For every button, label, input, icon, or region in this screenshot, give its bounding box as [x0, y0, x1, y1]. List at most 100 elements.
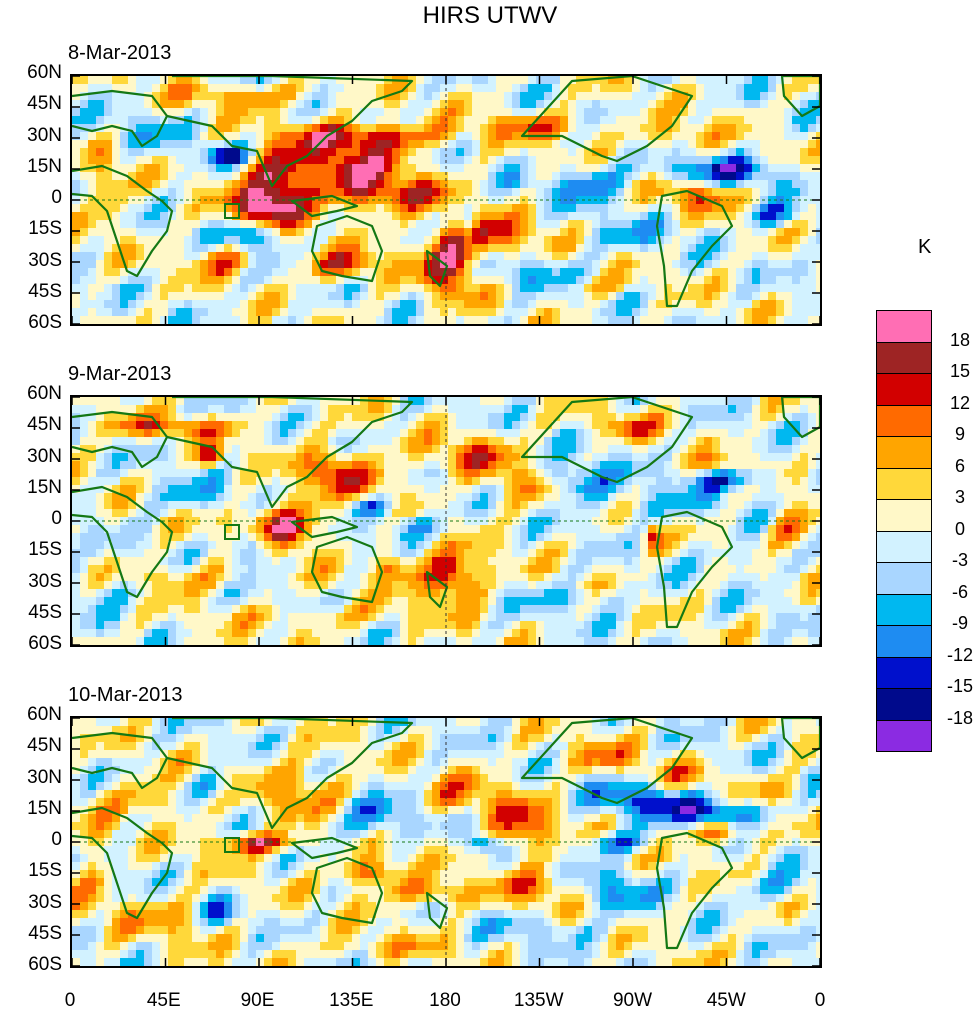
anomaly-cell: [472, 421, 481, 430]
anomaly-cell: [248, 421, 257, 430]
anomaly-cell: [552, 405, 561, 414]
anomaly-cell: [424, 172, 433, 181]
anomaly-cell: [152, 140, 161, 149]
anomaly-cell: [368, 413, 377, 422]
anomaly-cell: [104, 76, 113, 85]
anomaly-cell: [144, 525, 153, 534]
anomaly-cell: [264, 308, 273, 317]
anomaly-cell: [568, 316, 577, 324]
anomaly-cell: [232, 148, 241, 157]
anomaly-cell: [424, 397, 433, 406]
anomaly-cell: [464, 525, 473, 534]
anomaly-cell: [752, 204, 761, 213]
anomaly-cell: [776, 220, 785, 229]
anomaly-cell: [184, 284, 193, 293]
anomaly-cell: [288, 84, 297, 93]
anomaly-cell: [472, 461, 481, 470]
anomaly-cell: [432, 557, 441, 566]
anomaly-cell: [136, 260, 145, 269]
anomaly-cell: [296, 140, 305, 149]
anomaly-cell: [656, 509, 665, 518]
anomaly-cell: [192, 300, 201, 309]
anomaly-cell: [232, 92, 241, 101]
anomaly-cell: [696, 421, 705, 430]
anomaly-cell: [320, 300, 329, 309]
anomaly-cell: [176, 397, 185, 406]
anomaly-cell: [632, 268, 641, 277]
anomaly-cell: [280, 316, 289, 324]
anomaly-cell: [432, 501, 441, 510]
anomaly-cell: [696, 100, 705, 109]
anomaly-cell: [624, 525, 633, 534]
anomaly-cell: [96, 308, 105, 317]
anomaly-cell: [712, 244, 721, 253]
anomaly-cell: [736, 92, 745, 101]
anomaly-cell: [288, 164, 297, 173]
anomaly-cell: [768, 308, 777, 317]
anomaly-cell: [632, 228, 641, 237]
anomaly-cell: [720, 308, 729, 317]
anomaly-cell: [640, 156, 649, 165]
anomaly-cell: [808, 557, 817, 566]
anomaly-cell: [400, 92, 409, 101]
anomaly-cell: [400, 525, 409, 534]
anomaly-cell: [472, 437, 481, 446]
anomaly-cell: [128, 172, 137, 181]
anomaly-cell: [224, 124, 233, 133]
anomaly-cell: [112, 477, 121, 486]
anomaly-cell: [504, 228, 513, 237]
anomaly-cell: [776, 453, 785, 462]
anomaly-cell: [616, 469, 625, 478]
anomaly-cell: [784, 116, 793, 125]
anomaly-cell: [280, 308, 289, 317]
anomaly-cell: [256, 421, 265, 430]
anomaly-cell: [360, 116, 369, 125]
anomaly-cell: [480, 244, 489, 253]
anomaly-cell: [400, 188, 409, 197]
anomaly-cell: [112, 244, 121, 253]
anomaly-cell: [768, 220, 777, 229]
anomaly-cell: [744, 469, 753, 478]
anomaly-cell: [320, 92, 329, 101]
anomaly-cell: [80, 437, 89, 446]
anomaly-cell: [456, 212, 465, 221]
anomaly-cell: [88, 236, 97, 245]
anomaly-cell: [768, 116, 777, 125]
anomaly-cell: [216, 212, 225, 221]
anomaly-cell: [368, 84, 377, 93]
anomaly-cell: [200, 397, 209, 406]
anomaly-cell: [640, 469, 649, 478]
anomaly-cell: [328, 300, 337, 309]
anomaly-cell: [608, 116, 617, 125]
anomaly-cell: [96, 92, 105, 101]
anomaly-cell: [560, 92, 569, 101]
anomaly-cell: [400, 557, 409, 566]
anomaly-cell: [136, 180, 145, 189]
anomaly-cell: [272, 421, 281, 430]
anomaly-cell: [184, 429, 193, 438]
anomaly-cell: [536, 421, 545, 430]
anomaly-cell: [232, 541, 241, 550]
anomaly-cell: [568, 84, 577, 93]
anomaly-cell: [320, 485, 329, 494]
anomaly-cell: [480, 124, 489, 133]
anomaly-cell: [408, 268, 417, 277]
anomaly-cell: [296, 429, 305, 438]
anomaly-cell: [424, 565, 433, 574]
anomaly-cell: [768, 204, 777, 213]
anomaly-cell: [728, 268, 737, 277]
anomaly-cell: [352, 284, 361, 293]
anomaly-cell: [272, 533, 281, 542]
anomaly-cell: [72, 284, 81, 293]
anomaly-cell: [248, 461, 257, 470]
anomaly-cell: [376, 421, 385, 430]
anomaly-cell: [456, 76, 465, 85]
anomaly-cell: [304, 108, 313, 117]
anomaly-cell: [480, 461, 489, 470]
anomaly-cell: [816, 212, 820, 221]
anomaly-cell: [792, 437, 801, 446]
anomaly-cell: [696, 517, 705, 526]
anomaly-cell: [552, 220, 561, 229]
anomaly-cell: [336, 108, 345, 117]
anomaly-cell: [680, 172, 689, 181]
